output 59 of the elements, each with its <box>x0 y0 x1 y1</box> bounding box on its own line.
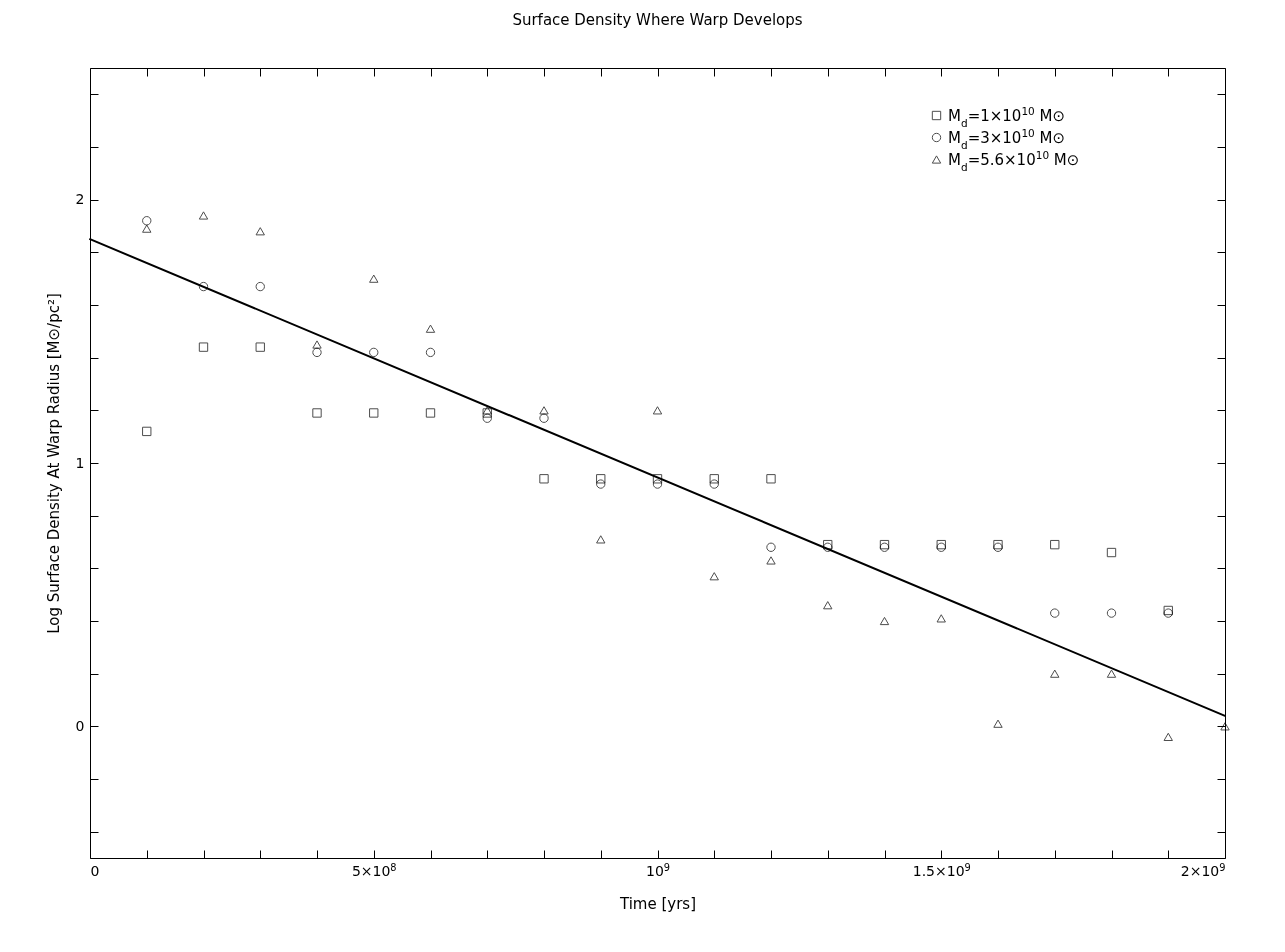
point <box>312 340 322 349</box>
point <box>652 474 663 484</box>
point <box>142 216 152 226</box>
point <box>1050 669 1060 678</box>
x-tick-label: 10$^{9}$ <box>645 861 671 879</box>
point <box>596 535 606 544</box>
point <box>1163 732 1173 741</box>
point <box>766 474 776 484</box>
point <box>369 408 379 418</box>
x-tick-label: 2×10$^{9}$ <box>1180 861 1226 879</box>
legend-label: M$_{d}$=3×10$^{10}$ M⊙ <box>948 126 1066 151</box>
point <box>1106 547 1117 558</box>
point <box>652 406 663 415</box>
point <box>312 347 322 358</box>
x-axis-title: Time [yrs] <box>618 894 697 913</box>
y-tick-label: 2 <box>75 191 85 208</box>
x-tick-label: 0 <box>90 862 100 879</box>
legend-label: M$_{d}$=1×10$^{10}$ M⊙ <box>948 104 1066 129</box>
point <box>369 347 379 358</box>
point <box>539 413 549 423</box>
point <box>255 227 265 236</box>
point <box>425 347 436 358</box>
point <box>425 324 436 333</box>
point <box>1106 669 1117 678</box>
y-tick-label: 0 <box>75 717 85 734</box>
point <box>1050 608 1060 618</box>
point <box>596 479 606 489</box>
point <box>539 406 549 415</box>
x-tick-label: 5×10$^{8}$ <box>351 861 397 879</box>
point <box>879 616 890 626</box>
point <box>198 342 209 352</box>
chart-title: Surface Density Where Warp Develops <box>512 10 803 29</box>
point <box>369 274 379 283</box>
point <box>709 572 719 581</box>
x-tick-label: 1.5×10$^{9}$ <box>912 861 971 879</box>
point <box>652 479 663 489</box>
point <box>425 408 436 418</box>
point <box>142 426 152 437</box>
point <box>766 542 776 552</box>
legend-label: M$_{d}$=5.6×10$^{10}$ M⊙ <box>948 148 1080 173</box>
point <box>1050 539 1060 550</box>
point <box>255 342 265 352</box>
point <box>596 474 606 484</box>
point <box>312 408 322 418</box>
point <box>993 719 1003 728</box>
point <box>766 556 776 565</box>
y-axis-title: Log Surface Density At Warp Radius [M⊙/pc²] <box>44 293 63 634</box>
point <box>539 474 549 484</box>
point <box>1220 722 1230 731</box>
point <box>709 474 719 484</box>
point <box>142 224 152 233</box>
point <box>1106 608 1117 618</box>
point <box>482 413 492 423</box>
point <box>823 601 833 610</box>
point <box>936 614 946 623</box>
y-tick-label: 1 <box>75 454 85 471</box>
point <box>709 479 719 489</box>
point <box>255 281 265 292</box>
point <box>198 211 209 220</box>
